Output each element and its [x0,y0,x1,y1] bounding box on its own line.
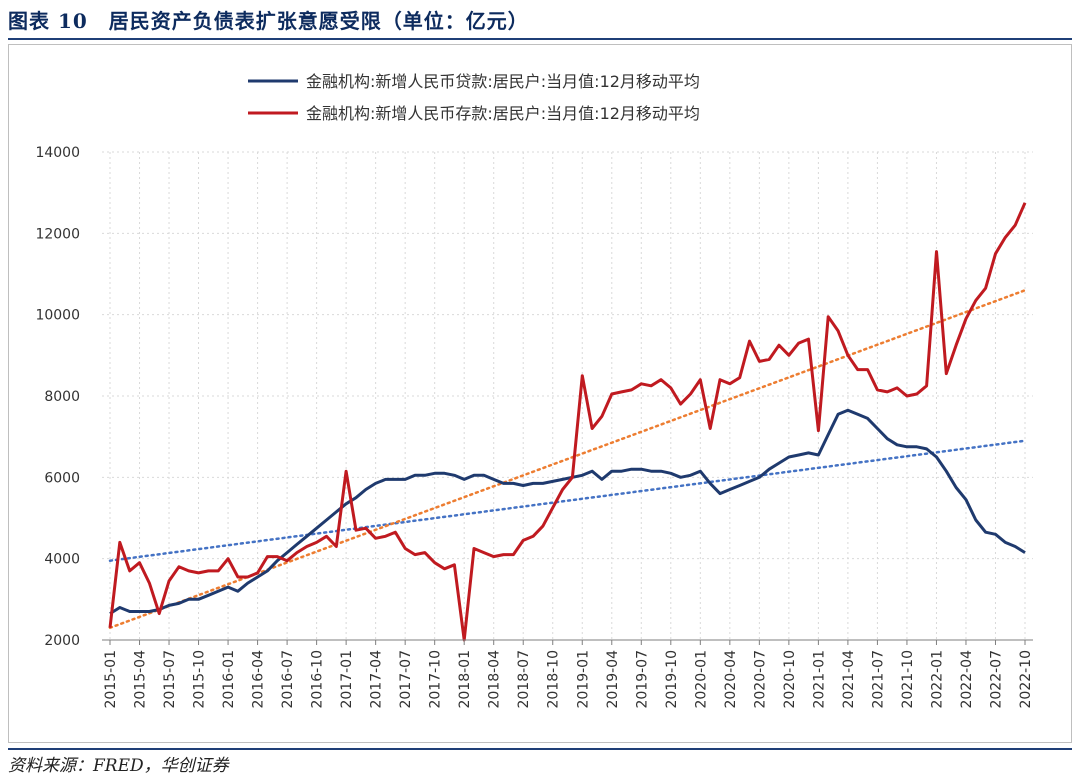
legend: 金融机构:新增人民币贷款:居民户:当月值:12月移动平均金融机构:新增人民币存款… [248,72,700,123]
x-tick-label: 2015-10 [192,650,208,709]
trendline [108,289,1027,630]
x-tick-label: 2017-04 [369,650,385,709]
x-tick-label: 2019-07 [634,650,650,709]
legend-label: 金融机构:新增人民币贷款:居民户:当月值:12月移动平均 [306,72,700,91]
x-tick-label: 2017-07 [398,650,414,709]
x-tick-label: 2021-01 [811,650,827,709]
title-rule [8,38,1072,40]
x-tick-label: 2018-07 [516,650,532,709]
x-tick-label: 2020-04 [723,650,739,709]
x-tick-label: 2015-01 [103,650,119,709]
loan-series-line [109,408,1026,615]
legend-label: 金融机构:新增人民币存款:居民户:当月值:12月移动平均 [306,104,700,123]
x-tick-label: 2018-04 [487,650,503,709]
source-note: 资料来源：FRED，华创证券 [8,756,229,776]
x-tick-label: 2019-10 [664,650,680,709]
grid [102,151,1033,641]
deposit-series-line [108,202,1027,642]
x-tick-label: 2021-07 [870,650,886,709]
x-tick-label: 2021-10 [900,650,916,709]
chart-frame [8,44,1072,743]
x-tick-label: 2016-07 [280,650,296,709]
y-tick-label: 12000 [35,226,80,242]
x-tick-label: 2022-10 [1018,650,1034,709]
x-tick-label: 2016-04 [251,650,267,709]
y-tick-label: 2000 [44,633,80,649]
x-tick-label: 2020-01 [693,650,709,709]
y-tick-label: 14000 [35,145,80,161]
y-tick-label: 8000 [44,389,80,405]
x-tick-label: 2015-07 [162,650,178,709]
x-tick-label: 2020-10 [782,650,798,709]
x-tick-label: 2017-10 [428,650,444,709]
x-tick-label: 2016-10 [310,650,326,709]
y-tick-label: 10000 [35,308,80,324]
y-tick-label: 6000 [44,470,80,486]
x-tick-label: 2021-04 [841,650,857,709]
axes: 2000 4000 6000 8000 10000 12000 14000 2015-01 20… [35,145,1034,709]
trendline [108,439,1027,562]
footer-rule [8,748,1072,750]
chart-title: 图表 10 居民资产负债表扩张意愿受限（单位：亿元） [8,9,529,33]
x-tick-label: 2017-01 [339,650,355,709]
x-tick-label: 2015-04 [133,650,149,709]
x-tick-label: 2016-01 [221,650,237,709]
x-tick-label: 2018-10 [546,650,562,709]
x-tick-label: 2018-01 [457,650,473,709]
y-tick-label: 4000 [44,552,80,568]
series-lines [108,202,1027,642]
trendlines [108,289,1027,630]
x-tick-label: 2020-07 [752,650,768,709]
x-tick-label: 2022-04 [959,650,975,709]
x-tick-label: 2019-01 [575,650,591,709]
x-tick-label: 2019-04 [605,650,621,709]
x-tick-label: 2022-01 [929,650,945,709]
x-tick-label: 2022-07 [988,650,1004,709]
